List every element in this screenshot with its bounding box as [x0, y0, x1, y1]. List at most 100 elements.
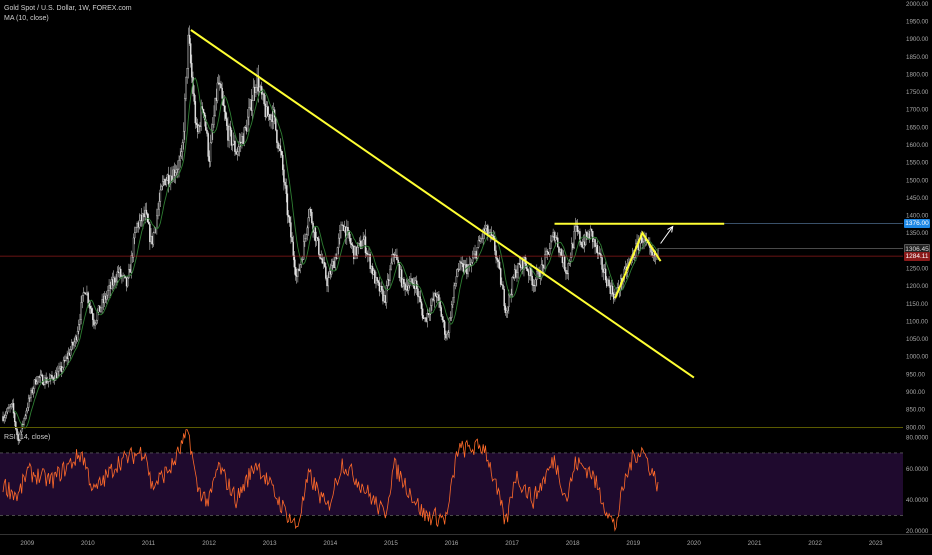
candle-body	[449, 317, 452, 319]
candle-body	[187, 34, 190, 69]
candle-body	[440, 307, 442, 317]
candle-body	[420, 301, 423, 309]
zigzag-pattern-line[interactable]	[614, 230, 662, 299]
candle-body	[375, 277, 377, 284]
candle-body	[533, 284, 536, 286]
candle-body	[553, 232, 556, 241]
candle-body	[421, 308, 424, 319]
candle-body	[293, 255, 296, 268]
candle-body	[322, 262, 325, 264]
candle-body	[434, 293, 437, 297]
candle-body	[8, 407, 10, 409]
arrow-head-icon	[667, 225, 674, 233]
candle-body	[351, 244, 354, 247]
candle-body	[418, 296, 420, 298]
candle-body	[248, 107, 250, 118]
candle-body	[93, 319, 95, 326]
candle-body	[484, 228, 487, 232]
price-axis-tick-label: 1850.00	[906, 54, 929, 61]
candle-body	[511, 277, 514, 295]
candle-body	[138, 220, 141, 228]
candle-body	[79, 319, 81, 325]
candle-body	[392, 254, 395, 256]
candle-body	[115, 280, 117, 283]
ma-indicator-label[interactable]: MA (10, close)	[4, 15, 49, 22]
candle-body	[406, 285, 409, 291]
price-axis-tick-label: 1050.00	[906, 336, 929, 343]
candle-body	[383, 295, 385, 302]
candle-body	[600, 253, 602, 258]
candle-body	[46, 381, 49, 384]
candle-body	[361, 245, 363, 249]
candle-body	[532, 284, 535, 286]
candle-body	[106, 294, 108, 300]
candle-body	[32, 388, 35, 394]
candle-body	[265, 106, 268, 118]
candle-body	[191, 62, 193, 78]
candle-body	[95, 320, 97, 324]
candle-body	[43, 384, 45, 386]
projection-arrow[interactable]	[660, 226, 674, 244]
candle-body	[364, 236, 367, 254]
candle-body	[424, 317, 426, 320]
candle-body	[186, 68, 188, 78]
candle-body	[363, 236, 366, 240]
price-axis-tick-label: 2000.00	[906, 1, 929, 8]
candle-body	[611, 285, 614, 295]
candle-body	[38, 376, 40, 378]
rsi-indicator-label[interactable]: RSI (14, close)	[4, 434, 51, 441]
candle-body	[90, 308, 93, 314]
candle-body	[353, 245, 355, 260]
candle-body	[61, 367, 64, 372]
candle-body	[217, 82, 220, 84]
candle-body	[163, 178, 165, 182]
candle-body	[397, 259, 399, 264]
candle-body	[140, 214, 143, 222]
candle-body	[33, 379, 36, 389]
candle-body	[446, 333, 448, 339]
candle-body	[588, 233, 590, 239]
candle-body	[508, 294, 510, 308]
candle-body	[403, 278, 405, 284]
candle-body	[25, 410, 28, 417]
symbol-title[interactable]: Gold Spot / U.S. Dollar, 1W, FOREX.com	[4, 5, 132, 12]
candle-body	[130, 255, 132, 273]
candle-body	[590, 228, 593, 232]
candle-body	[302, 241, 305, 260]
candle-body	[280, 150, 283, 156]
descending-trendline[interactable]	[190, 29, 695, 379]
candle-body	[451, 304, 453, 318]
candle-body	[519, 264, 522, 268]
candle-body	[279, 145, 282, 152]
candle-body	[604, 268, 607, 281]
candle-body	[314, 227, 317, 242]
candle-body	[181, 142, 184, 152]
candle-body	[315, 237, 318, 242]
candle-body	[329, 271, 332, 275]
price-axis-tick-label: 1800.00	[906, 71, 929, 78]
candle-body	[103, 295, 106, 304]
candle-body	[377, 280, 380, 283]
candle-body	[458, 268, 460, 270]
candle-body	[548, 248, 551, 255]
candle-body	[9, 406, 11, 408]
candle-body	[337, 237, 340, 248]
candle-body	[536, 270, 538, 280]
candle-body	[206, 129, 208, 134]
candle-body	[89, 305, 92, 309]
candle-body	[82, 292, 85, 296]
candle-body	[454, 283, 456, 286]
candle-body	[587, 233, 589, 238]
candle-body	[526, 268, 529, 271]
candle-body	[448, 317, 451, 333]
candle-body	[221, 87, 223, 99]
candle-body	[497, 260, 500, 263]
candle-body	[40, 374, 43, 376]
time-axis-tick-label: 2009	[20, 540, 34, 547]
candle-body	[573, 231, 575, 249]
candle-body	[233, 140, 235, 145]
price-axis-tick-label: 1600.00	[906, 142, 929, 149]
candle-body	[325, 266, 327, 279]
